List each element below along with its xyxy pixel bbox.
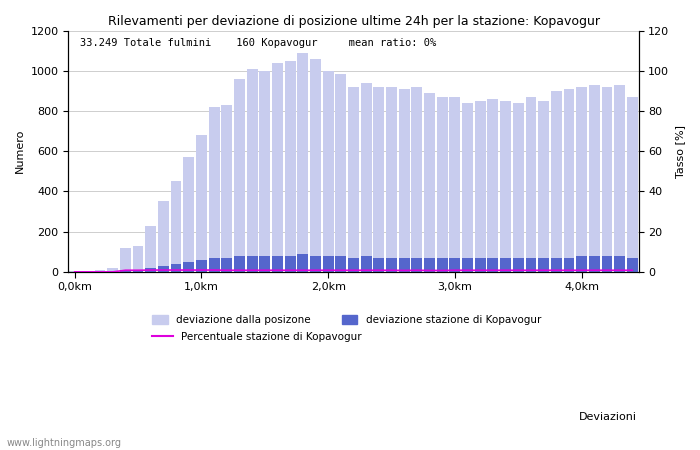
Bar <box>158 266 169 272</box>
Bar <box>526 258 536 272</box>
Title: Rilevamenti per deviazione di posizione ultime 24h per la stazione: Kopavogur: Rilevamenti per deviazione di posizione … <box>108 15 599 28</box>
Bar <box>424 93 435 272</box>
Bar <box>538 101 549 272</box>
Bar <box>120 248 131 272</box>
Bar <box>298 254 308 272</box>
Bar <box>234 256 245 272</box>
Bar <box>614 256 625 272</box>
Bar <box>513 258 524 272</box>
Legend: Percentuale stazione di Kopavogur: Percentuale stazione di Kopavogur <box>148 328 366 346</box>
Bar <box>386 258 397 272</box>
Bar <box>146 268 156 272</box>
Bar <box>374 87 384 272</box>
Bar <box>513 103 524 272</box>
Bar <box>285 61 295 272</box>
Bar <box>551 258 561 272</box>
Bar <box>246 256 258 272</box>
Bar <box>272 256 283 272</box>
Bar <box>171 181 181 272</box>
Bar <box>399 89 409 272</box>
Bar <box>272 63 283 272</box>
Bar <box>107 268 118 272</box>
Bar <box>589 256 600 272</box>
Bar <box>335 74 346 272</box>
Text: www.lightningmaps.org: www.lightningmaps.org <box>7 438 122 448</box>
Bar <box>209 107 220 272</box>
Bar <box>627 258 638 272</box>
Bar <box>171 264 181 272</box>
Bar <box>462 258 473 272</box>
Bar <box>260 256 270 272</box>
Bar <box>399 258 409 272</box>
Bar <box>133 246 144 272</box>
Bar <box>335 256 346 272</box>
Bar <box>310 58 321 272</box>
Bar <box>221 105 232 272</box>
Bar <box>209 258 220 272</box>
Bar <box>386 87 397 272</box>
Bar <box>487 99 498 272</box>
Bar <box>551 91 561 272</box>
Bar <box>133 270 144 272</box>
Bar <box>475 258 486 272</box>
Bar <box>360 256 372 272</box>
Bar <box>614 85 625 272</box>
Bar <box>449 97 461 272</box>
Bar <box>82 271 93 272</box>
Bar <box>526 97 536 272</box>
Bar <box>500 258 511 272</box>
Y-axis label: Numero: Numero <box>15 129 25 173</box>
Bar <box>601 256 612 272</box>
Bar <box>323 71 333 272</box>
Bar <box>120 270 131 272</box>
Bar <box>323 256 333 272</box>
Y-axis label: Tasso [%]: Tasso [%] <box>675 125 685 178</box>
Bar <box>437 258 447 272</box>
Bar <box>183 262 194 272</box>
Bar <box>285 256 295 272</box>
Bar <box>374 258 384 272</box>
Bar <box>564 258 574 272</box>
Bar <box>437 97 447 272</box>
Bar <box>183 157 194 272</box>
Bar <box>538 258 549 272</box>
Bar <box>94 270 106 272</box>
Bar <box>462 103 473 272</box>
Bar <box>487 258 498 272</box>
Bar <box>412 258 422 272</box>
Bar <box>424 258 435 272</box>
Bar <box>298 53 308 272</box>
Bar <box>196 135 206 272</box>
Bar <box>196 260 206 272</box>
Bar <box>601 87 612 272</box>
Text: Deviazioni: Deviazioni <box>579 412 637 422</box>
Bar <box>310 256 321 272</box>
Bar <box>260 71 270 272</box>
Bar <box>500 101 511 272</box>
Bar <box>589 85 600 272</box>
Bar <box>158 202 169 272</box>
Bar <box>576 87 587 272</box>
Text: 33.249 Totale fulmini    160 Kopavogur     mean ratio: 0%: 33.249 Totale fulmini 160 Kopavogur mean… <box>80 38 436 48</box>
Bar <box>449 258 461 272</box>
Bar <box>246 69 258 272</box>
Bar <box>348 258 359 272</box>
Bar <box>146 225 156 272</box>
Bar <box>360 83 372 272</box>
Bar <box>221 258 232 272</box>
Bar <box>234 79 245 272</box>
Bar <box>348 87 359 272</box>
Bar <box>576 256 587 272</box>
Bar <box>564 89 574 272</box>
Bar <box>412 87 422 272</box>
Bar <box>475 101 486 272</box>
Bar <box>627 97 638 272</box>
